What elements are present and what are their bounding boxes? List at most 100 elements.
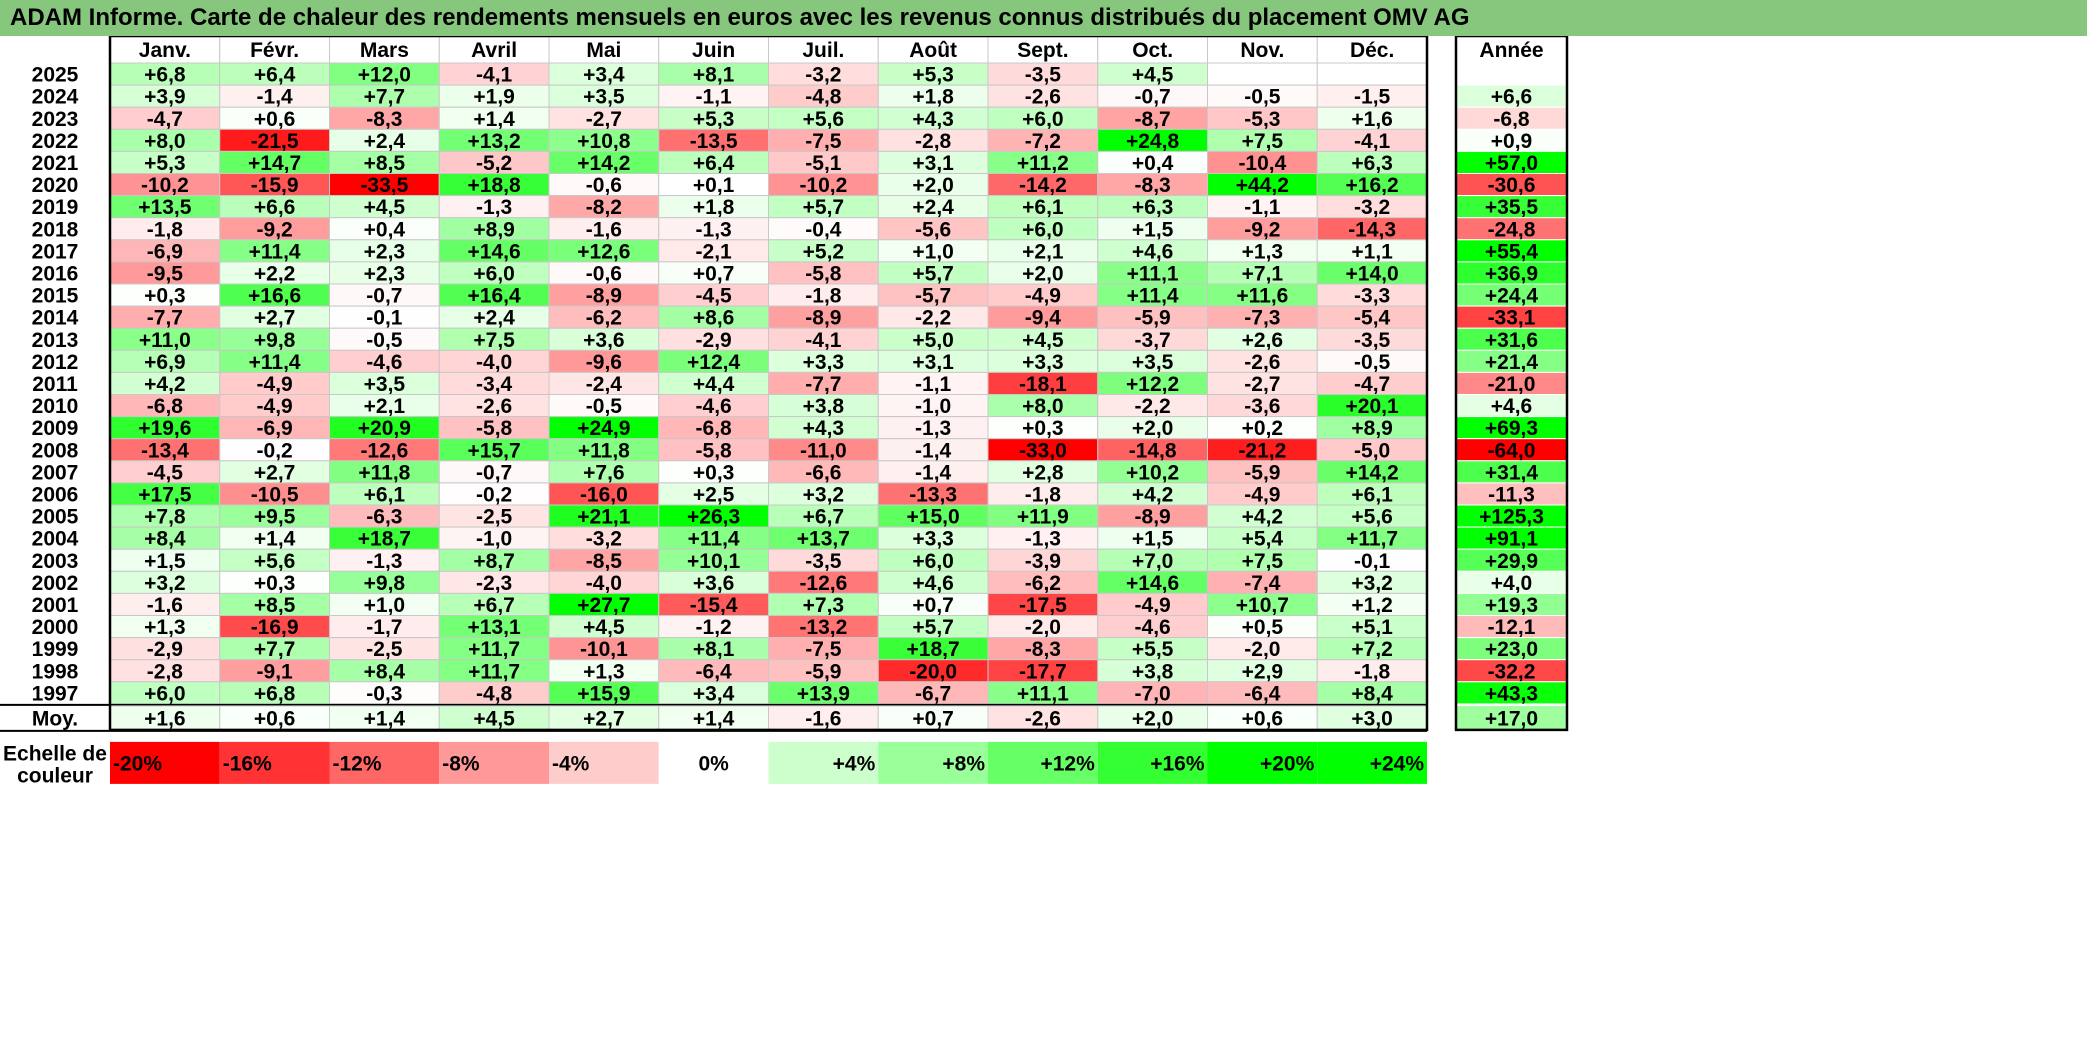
cell-value: +10,8 xyxy=(577,130,630,153)
cell-value: -2,5 xyxy=(476,506,513,529)
cell-value: -1,3 xyxy=(366,550,402,573)
cell-value: +6,8 xyxy=(144,64,186,87)
cell-value: -1,3 xyxy=(1025,528,1061,551)
cell-value: +6,7 xyxy=(473,594,514,617)
cell-value: +2,3 xyxy=(364,240,405,263)
cell-value: -6,6 xyxy=(805,461,841,484)
cell-value: +5,7 xyxy=(912,262,953,285)
cell-value: -1,0 xyxy=(915,395,951,418)
average-value: +1,4 xyxy=(693,707,735,730)
cell-value: +2,3 xyxy=(364,262,405,285)
cell-value: -5,6 xyxy=(915,218,951,241)
annual-value: +36,9 xyxy=(1485,262,1538,285)
scale-step-label: +8% xyxy=(942,752,985,775)
scale-step-label: -12% xyxy=(333,752,382,775)
cell-value: +18,8 xyxy=(468,174,521,197)
month-header: Févr. xyxy=(250,39,299,62)
cell-value: -1,1 xyxy=(696,86,733,109)
annual-value: -21,0 xyxy=(1488,373,1536,396)
cell-value: +5,6 xyxy=(1351,506,1392,529)
cell-value: -5,0 xyxy=(1354,439,1390,462)
annual-value: -30,6 xyxy=(1488,174,1536,197)
cell-value: +7,5 xyxy=(1242,550,1284,573)
scale-label: couleur xyxy=(17,764,93,787)
annual-value: +6,6 xyxy=(1491,86,1532,109)
cell-value: -20,0 xyxy=(909,660,957,683)
cell-value: +1,4 xyxy=(473,108,515,131)
cell-value: -2,2 xyxy=(1135,395,1171,418)
cell-value: +6,3 xyxy=(1351,152,1392,175)
cell-value: +14,2 xyxy=(577,152,630,175)
cell-value: +20,1 xyxy=(1346,395,1399,418)
cell-value: +14,7 xyxy=(248,152,301,175)
cell-value: -1,1 xyxy=(915,373,952,396)
cell-value: -17,5 xyxy=(1019,594,1067,617)
cell-value: +11,8 xyxy=(358,461,410,484)
cell-value: -1,6 xyxy=(147,594,183,617)
annual-cell xyxy=(1455,62,1568,86)
cell-value: -13,3 xyxy=(909,483,957,506)
cell-value: +8,0 xyxy=(1022,395,1063,418)
average-value: -1,6 xyxy=(805,707,841,730)
cell-value: -1,8 xyxy=(1025,483,1062,506)
cell-value: +3,5 xyxy=(1132,351,1174,374)
cell-value: -4,7 xyxy=(1354,373,1390,396)
average-annual-value: +17,0 xyxy=(1485,707,1538,730)
annual-value: +35,5 xyxy=(1485,196,1538,219)
cell-value: +4,3 xyxy=(803,417,844,440)
cell-value: -1,6 xyxy=(586,218,622,241)
cell-value: +7,0 xyxy=(1132,550,1173,573)
cell-value: +1,0 xyxy=(364,594,405,617)
cell-value: +6,1 xyxy=(1022,196,1064,219)
cell-value: -1,8 xyxy=(805,285,842,308)
average-annual-cell xyxy=(1456,705,1567,730)
cell-value: +3,4 xyxy=(693,682,735,705)
cell-value: -3,5 xyxy=(805,550,842,573)
cell-value: -1,1 xyxy=(1244,196,1281,219)
cell-value: +11,4 xyxy=(688,528,740,551)
cell-value: -6,4 xyxy=(696,660,733,683)
cell-value: +4,5 xyxy=(1132,64,1174,87)
cell-value: -9,5 xyxy=(147,262,184,285)
average-value: +4,5 xyxy=(473,707,515,730)
cell-value: -4,5 xyxy=(147,461,184,484)
annual-value: -33,1 xyxy=(1488,307,1536,330)
cell-value: -3,3 xyxy=(1354,285,1390,308)
cell-value: -0,7 xyxy=(366,285,402,308)
cell-value: -4,9 xyxy=(257,373,293,396)
cell-value: +4,5 xyxy=(1022,329,1064,352)
cell-value: -6,3 xyxy=(366,506,402,529)
cell-value: -4,1 xyxy=(1354,130,1391,153)
cell-value: +5,1 xyxy=(1351,616,1393,639)
cell-value: +19,6 xyxy=(138,417,191,440)
cell-value: -4,7 xyxy=(147,108,183,131)
year-label: 2011 xyxy=(32,373,78,396)
scale-swatch xyxy=(1097,741,1208,784)
cell-value: -8,9 xyxy=(1135,506,1171,529)
cell-value: -7,3 xyxy=(1244,307,1280,330)
annual-value: +125,3 xyxy=(1479,506,1544,529)
annual-value: +0,9 xyxy=(1491,130,1532,153)
cell-value: +8,1 xyxy=(693,64,735,87)
cell-value: -2,4 xyxy=(586,373,623,396)
cell-value: +3,1 xyxy=(912,351,954,374)
scale-swatch xyxy=(439,741,549,784)
cell-value: -3,7 xyxy=(1135,329,1171,352)
cell-value: +7,3 xyxy=(803,594,844,617)
cell-value: +6,0 xyxy=(144,682,185,705)
cell-value: -6,8 xyxy=(696,417,733,440)
year-label: 2000 xyxy=(32,616,79,639)
cell-value: +0,1 xyxy=(693,174,735,197)
cell-value: -2,5 xyxy=(366,638,403,661)
cell-value: -5,4 xyxy=(1354,307,1391,330)
cell-value: -12,6 xyxy=(799,572,847,595)
cell-value: -0,5 xyxy=(1244,86,1281,109)
cell-value: +8,0 xyxy=(144,130,185,153)
average-value: +0,6 xyxy=(1242,707,1283,730)
cell-value: -3,6 xyxy=(1244,395,1280,418)
year-label: 2002 xyxy=(32,572,79,595)
scale-step-label: -8% xyxy=(442,752,480,775)
cell-value: +1,3 xyxy=(144,616,185,639)
cell-value: +8,7 xyxy=(473,550,514,573)
cell-value: +5,3 xyxy=(912,64,953,87)
